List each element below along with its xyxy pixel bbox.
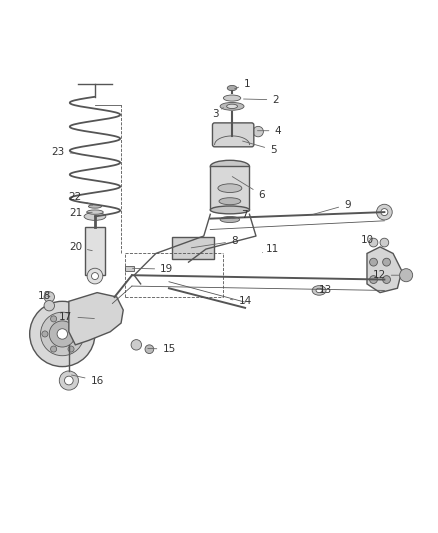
- Text: 3: 3: [212, 108, 223, 119]
- Polygon shape: [367, 247, 402, 293]
- FancyBboxPatch shape: [212, 123, 254, 147]
- Circle shape: [41, 312, 84, 356]
- Circle shape: [377, 272, 392, 287]
- Circle shape: [44, 301, 54, 311]
- Text: 8: 8: [191, 236, 237, 248]
- Text: 7: 7: [233, 210, 247, 220]
- Text: 19: 19: [133, 264, 173, 274]
- Ellipse shape: [227, 85, 237, 91]
- Text: 22: 22: [68, 192, 92, 205]
- Circle shape: [380, 238, 389, 247]
- Circle shape: [92, 272, 99, 279]
- Polygon shape: [69, 293, 123, 345]
- Circle shape: [369, 238, 378, 247]
- Ellipse shape: [210, 206, 250, 214]
- Text: 17: 17: [59, 312, 94, 321]
- Circle shape: [50, 346, 57, 352]
- Ellipse shape: [226, 104, 237, 109]
- Ellipse shape: [223, 95, 241, 101]
- Text: 12: 12: [373, 270, 399, 280]
- Text: 23: 23: [51, 148, 75, 157]
- Text: 9: 9: [313, 200, 351, 214]
- Circle shape: [77, 331, 83, 337]
- Circle shape: [399, 269, 413, 282]
- Circle shape: [64, 376, 73, 385]
- FancyBboxPatch shape: [125, 265, 134, 271]
- Circle shape: [383, 276, 391, 284]
- Text: 11: 11: [262, 244, 279, 254]
- Ellipse shape: [88, 205, 102, 208]
- Circle shape: [145, 345, 154, 353]
- Text: 2: 2: [244, 95, 279, 105]
- Ellipse shape: [316, 288, 322, 293]
- Circle shape: [131, 340, 141, 350]
- Text: 21: 21: [69, 208, 92, 219]
- Circle shape: [370, 276, 378, 284]
- Circle shape: [68, 346, 74, 352]
- Ellipse shape: [312, 286, 326, 295]
- Circle shape: [42, 331, 48, 337]
- Circle shape: [50, 316, 57, 322]
- Circle shape: [383, 258, 391, 266]
- Ellipse shape: [219, 198, 241, 205]
- Circle shape: [253, 126, 263, 137]
- Text: 4: 4: [258, 126, 281, 136]
- Text: 16: 16: [71, 375, 104, 385]
- Text: 6: 6: [232, 176, 265, 200]
- FancyBboxPatch shape: [172, 237, 214, 259]
- Ellipse shape: [87, 210, 103, 214]
- Ellipse shape: [84, 213, 106, 220]
- Text: 20: 20: [69, 242, 92, 252]
- Ellipse shape: [210, 160, 250, 173]
- Text: 1: 1: [235, 79, 251, 89]
- Text: 15: 15: [148, 344, 176, 354]
- Circle shape: [44, 292, 54, 302]
- Text: 18: 18: [37, 290, 51, 301]
- Circle shape: [30, 301, 95, 367]
- Text: 14: 14: [230, 296, 252, 306]
- Circle shape: [370, 258, 378, 266]
- FancyBboxPatch shape: [210, 166, 250, 210]
- Circle shape: [57, 329, 67, 339]
- Ellipse shape: [220, 102, 244, 110]
- Text: 5: 5: [243, 141, 277, 155]
- Circle shape: [87, 268, 103, 284]
- Ellipse shape: [220, 216, 240, 223]
- Circle shape: [59, 371, 78, 390]
- Text: 13: 13: [319, 286, 332, 295]
- Circle shape: [381, 208, 388, 215]
- Text: 10: 10: [360, 235, 374, 245]
- Circle shape: [377, 204, 392, 220]
- Ellipse shape: [218, 184, 242, 192]
- FancyBboxPatch shape: [85, 228, 105, 275]
- Circle shape: [49, 321, 75, 347]
- Circle shape: [68, 316, 74, 322]
- Circle shape: [381, 276, 388, 283]
